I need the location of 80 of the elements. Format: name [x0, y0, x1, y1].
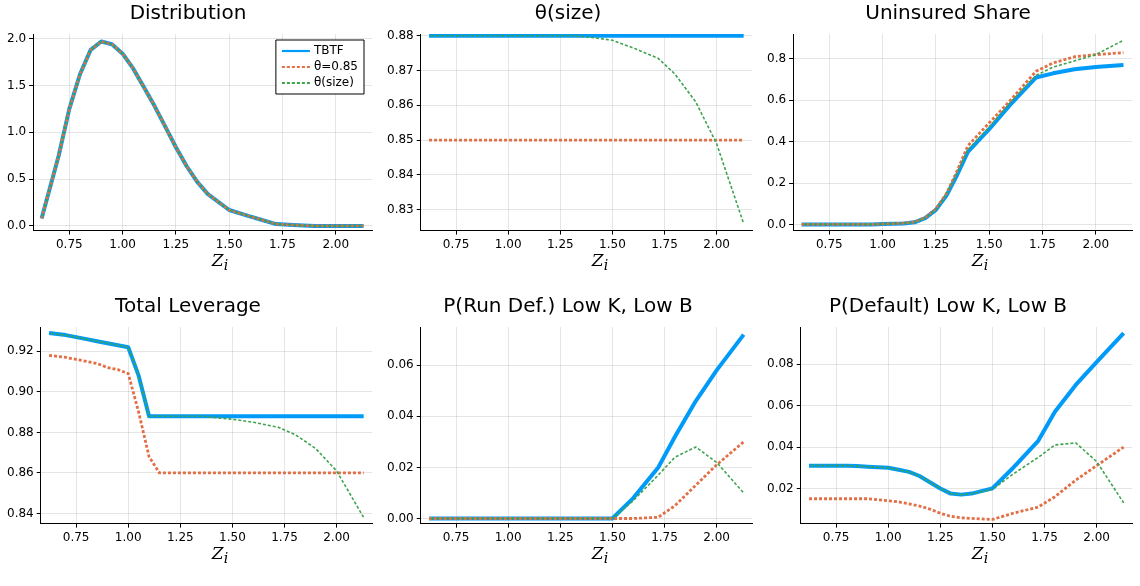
x-tick-label: 1.50 [219, 529, 246, 544]
x-tick-label: 1.50 [599, 236, 626, 251]
y-tick-label: 0.4 [766, 133, 787, 148]
y-tick-label: 0.04 [387, 408, 414, 423]
y-tick-label: 1.5 [6, 77, 27, 92]
x-axis-title: Z$_{i}$ [210, 250, 230, 274]
y-tick-label: 0.00 [387, 510, 414, 525]
legend-label: θ(size) [313, 75, 354, 90]
y-tick-label: 0.06 [767, 397, 794, 412]
y-tick-label: 0.85 [387, 132, 414, 147]
y-tick-label: 0.84 [387, 167, 414, 182]
x-tick-label: 1.75 [651, 529, 678, 544]
chart-title: P(Run Def.) Low K, Low B [443, 293, 693, 318]
x-tick-label: 1.75 [1031, 529, 1058, 544]
x-tick-label: 2.00 [703, 529, 730, 544]
x-axis-title: Z$_{i}$ [970, 250, 990, 274]
y-tick-label: 0.83 [387, 201, 414, 216]
y-tick-label: 0.90 [7, 383, 34, 398]
chart-title: θ(size) [534, 0, 602, 25]
x-tick-label: 2.00 [703, 236, 730, 251]
chart-title: Total Leverage [114, 293, 261, 318]
y-tick-label: 0.02 [767, 480, 794, 495]
x-tick-label: 0.75 [815, 236, 843, 251]
x-axis-title: Z$_{i}$ [590, 543, 610, 567]
legend-label: TBTF [312, 43, 344, 58]
x-tick-label: 2.00 [1082, 236, 1110, 251]
x-tick-label: 0.75 [442, 236, 470, 251]
y-tick-label: 0.04 [767, 439, 794, 454]
x-tick-label: 1.25 [546, 529, 574, 544]
x-tick-label: 1.00 [109, 236, 136, 251]
x-axis-title: Z$_{i}$ [210, 543, 230, 567]
y-tick-label: 0.2 [766, 175, 787, 190]
x-tick-label: 1.00 [494, 529, 522, 544]
y-tick-label: 0.6 [766, 92, 787, 107]
x-tick-label: 2.00 [322, 236, 350, 251]
y-tick-label: 0.0 [766, 216, 787, 231]
x-tick-label: 1.00 [494, 236, 522, 251]
x-tick-label: 0.75 [442, 529, 470, 544]
y-tick-label: 0.02 [387, 459, 414, 474]
y-tick-label: 0.84 [7, 505, 34, 520]
y-tick-label: 0.8 [766, 50, 787, 65]
x-axis-title: Z$_{i}$ [970, 543, 990, 567]
x-tick-label: 1.25 [166, 529, 194, 544]
x-tick-label: 1.00 [114, 529, 142, 544]
chart-title: P(Default) Low K, Low B [828, 293, 1068, 318]
x-tick-label: 1.25 [162, 236, 190, 251]
y-tick-label: 0.92 [7, 343, 34, 358]
x-tick-label: 1.50 [975, 236, 1003, 251]
y-tick-label: 0.86 [387, 97, 414, 112]
x-tick-label: 1.00 [874, 529, 902, 544]
y-tick-label: 0.88 [7, 424, 34, 439]
x-tick-label: 1.25 [546, 236, 574, 251]
x-tick-label: 1.00 [869, 236, 896, 251]
x-tick-label: 1.50 [979, 529, 1006, 544]
y-tick-label: 0.87 [387, 62, 414, 77]
x-tick-label: 1.25 [922, 236, 950, 251]
chart-title: Uninsured Share [865, 0, 1031, 25]
x-tick-label: 1.75 [269, 236, 296, 251]
x-tick-label: 0.75 [62, 529, 90, 544]
y-tick-label: 0.5 [6, 171, 27, 186]
y-tick-label: 0.86 [7, 465, 34, 480]
x-axis-title: Z$_{i}$ [590, 250, 610, 274]
y-tick-label: 0.08 [767, 356, 794, 371]
y-tick-label: 2.0 [6, 30, 27, 45]
x-tick-label: 1.50 [599, 529, 626, 544]
x-tick-label: 1.75 [651, 236, 678, 251]
x-tick-label: 1.75 [1029, 236, 1056, 251]
y-tick-label: 0.0 [6, 218, 27, 233]
legend-label: θ=0.85 [313, 59, 359, 74]
y-tick-label: 0.88 [387, 27, 414, 42]
x-tick-label: 2.00 [1083, 529, 1110, 544]
x-tick-label: 0.75 [55, 236, 83, 251]
x-tick-label: 1.50 [215, 236, 243, 251]
y-tick-label: 1.0 [6, 124, 27, 139]
y-tick-label: 0.06 [387, 357, 414, 372]
x-tick-label: 1.75 [271, 529, 298, 544]
x-tick-label: 0.75 [822, 529, 850, 544]
x-tick-label: 2.00 [323, 529, 350, 544]
x-tick-label: 1.25 [926, 529, 954, 544]
chart-title: Distribution [129, 0, 247, 25]
